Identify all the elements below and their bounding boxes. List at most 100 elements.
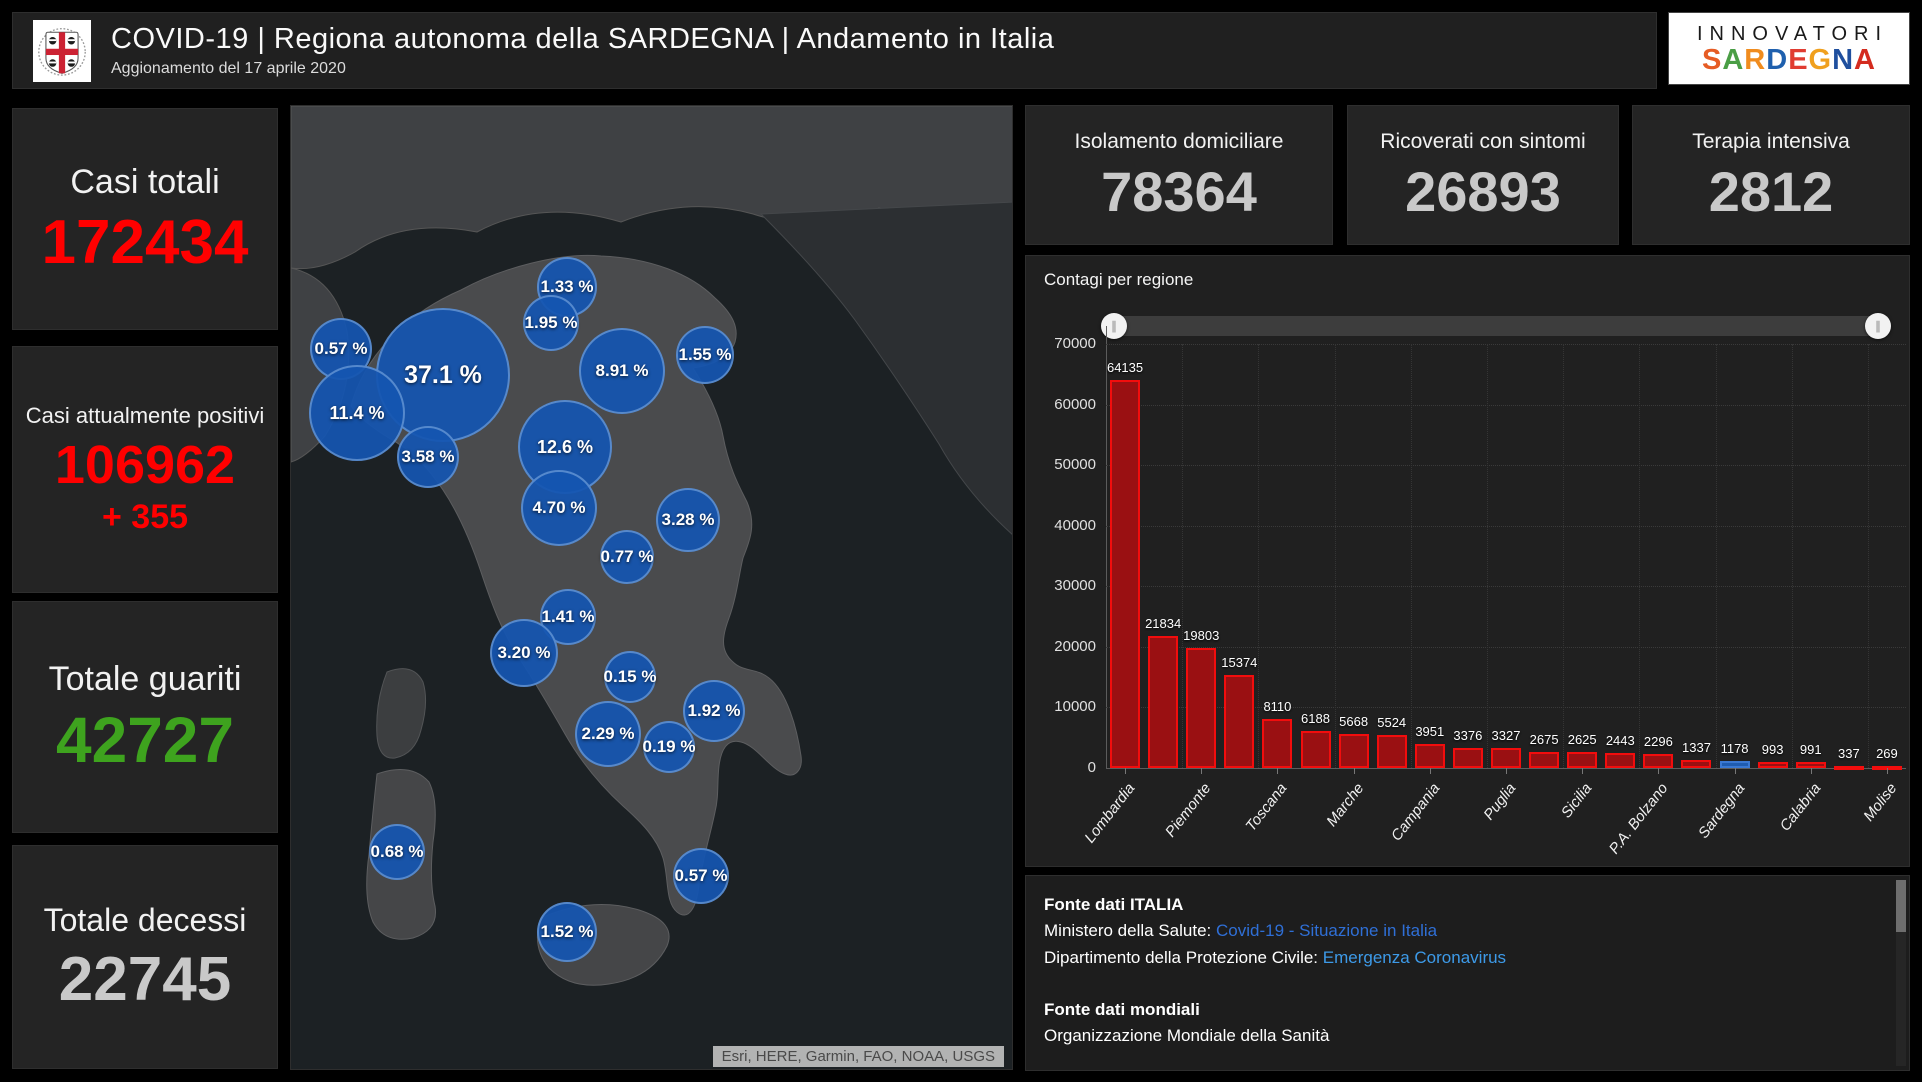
x-tick-mark [1201,768,1203,774]
bar-Puglia[interactable] [1491,747,1521,768]
x-tick-mark [1353,768,1355,774]
stat-value: 172434 [41,207,249,277]
bar-region-11[interactable] [1529,751,1560,768]
logo-letter: N [1832,43,1855,76]
map-bubble[interactable]: 0.77 % [600,530,654,584]
bar-Calabria[interactable] [1795,761,1826,768]
sources-world-heading: Fonte dati mondiali [1044,1000,1200,1020]
bar-P.A. Bolzano[interactable] [1643,754,1674,768]
map-bubble[interactable]: 3.20 % [490,619,558,687]
bar-region-1[interactable] [1148,635,1179,768]
bar-Marche[interactable] [1338,733,1369,768]
bar-Toscana[interactable] [1262,718,1293,768]
logo-line2: SARDEGNA [1702,43,1876,76]
map-bubble[interactable]: 0.57 % [673,848,729,904]
map-bubble[interactable]: 2.29 % [575,701,641,767]
innovatori-sardegna-logo: INNOVATORI SARDEGNA [1668,12,1910,85]
bar-Piemonte[interactable] [1186,648,1217,768]
stat-value: 2812 [1708,160,1834,223]
gridline-v [1258,344,1260,768]
bar-region-17[interactable] [1757,761,1788,768]
x-tick-mark [1734,768,1736,774]
bar-value-label: 3951 [1415,724,1445,740]
y-tick-label: 60000 [1054,395,1096,413]
bar-Campania[interactable] [1414,744,1445,768]
stat-label: Casi attualmente positivi [25,403,265,429]
bar-region-3[interactable] [1224,674,1255,768]
stat-card-casi-positivi: Casi attualmente positivi 106962 + 355 [12,346,278,593]
bar-value-label: 5524 [1377,714,1407,730]
stat-card-casi-totali: Casi totali 172434 [12,108,278,330]
bar-Sicilia[interactable] [1567,752,1598,768]
x-tick-mark [1810,768,1812,774]
logo-letter: A [1722,43,1745,76]
map-bubble[interactable]: 4.70 % [521,470,597,546]
map-bubble[interactable]: 0.68 % [369,824,425,880]
bar-Lombardia[interactable] [1110,379,1141,768]
range-slider-handle-left[interactable]: ∥ [1101,313,1127,339]
map-bubble[interactable]: 3.58 % [397,426,459,488]
bar-value-label: 19803 [1183,628,1220,644]
map-bubble[interactable]: 8.91 % [579,328,665,414]
source-label-protezione: Dipartimento della Protezione Civile: [1044,947,1323,967]
bar-value-label: 337 [1837,745,1860,761]
stat-value: 42727 [56,703,234,776]
bar-value-label: 21834 [1145,615,1182,631]
stat-delta: + 355 [101,498,189,536]
header-text: COVID-19 | Regiona autonoma della SARDEG… [111,23,1054,77]
x-tick-mark [1886,768,1888,774]
map-bubble[interactable]: 11.4 % [309,365,405,461]
map-bubble[interactable]: 1.55 % [676,326,734,384]
y-tick-label: 30000 [1054,577,1096,595]
map-bubble[interactable]: 0.15 % [604,651,656,703]
sardegna-coat-of-arms-icon [33,19,91,82]
map-bubble[interactable]: 3.28 % [656,488,720,552]
gridline-v [1715,344,1717,768]
range-slider-handle-right[interactable]: ∥ [1865,313,1891,339]
bar-value-label: 2625 [1567,732,1597,748]
map-bubble[interactable]: 1.95 % [523,295,579,351]
italy-map[interactable]: 0.57 % 37.1 % 11.4 % 3.58 % 1.33 % 1.95 % 8.91… [290,105,1013,1070]
link-emergenza-coronavirus[interactable]: Emergenza Coronavirus [1322,947,1507,967]
gridline-h [1106,525,1906,527]
range-slider-track[interactable] [1106,316,1888,336]
bar-Sardegna[interactable] [1719,760,1750,768]
bar-region-13[interactable] [1605,753,1636,768]
map-bubble[interactable]: 0.19 % [643,721,695,773]
bar-value-label: 1178 [1720,740,1749,756]
map-bubble[interactable]: 1.52 % [537,902,597,962]
logo-letter: R [1744,43,1767,76]
bar-region-15[interactable] [1681,759,1712,768]
bar-value-label: 6188 [1301,710,1330,726]
stat-card-guariti: Totale guariti 42727 [12,601,278,833]
bar-value-label: 2443 [1605,733,1635,749]
logo-letter: G [1808,43,1833,76]
map-attribution: Esri, HERE, Garmin, FAO, NOAA, USGS [712,1046,1004,1067]
x-tick-mark [1125,768,1127,774]
x-tick-mark [1429,768,1431,774]
bar-region-19[interactable] [1833,765,1864,770]
bar-region-9[interactable] [1452,747,1483,768]
stat-value: 78364 [1101,160,1257,223]
y-tick-label: 10000 [1054,698,1096,716]
bar-value-label: 15374 [1221,654,1258,670]
stat-value: 106962 [54,435,236,496]
gridline-v [1410,344,1412,768]
gridline-v [1867,344,1869,768]
contagi-chart-panel: Contagi per regione ∥ ∥ 70000 60000 50000 4… [1025,255,1910,867]
bar-value-label: 2296 [1643,734,1673,750]
bar-region-5[interactable] [1300,730,1331,768]
bar-value-label: 269 [1876,746,1898,762]
footer-scrollbar[interactable] [1896,880,1906,1066]
link-situazione-italia[interactable]: Covid-19 - Situazione in Italia [1215,921,1438,941]
bar-plot-area: 70000 60000 50000 40000 30000 20000 10000 0 6413… [1026,256,1911,868]
x-tick-mark [1582,768,1584,774]
map-bubble[interactable]: 37.1 % [376,308,510,442]
page-subtitle: Aggionamento del 17 aprile 2020 [111,59,346,77]
footer-scrollbar-thumb[interactable] [1896,880,1906,932]
bar-region-7[interactable] [1376,734,1407,768]
gridline-v [1182,344,1184,768]
map-bubble[interactable]: 1.92 % [683,680,745,742]
sources-panel: Fonte dati ITALIA Ministero della Salute… [1025,875,1910,1071]
gridline-h [1106,707,1906,709]
